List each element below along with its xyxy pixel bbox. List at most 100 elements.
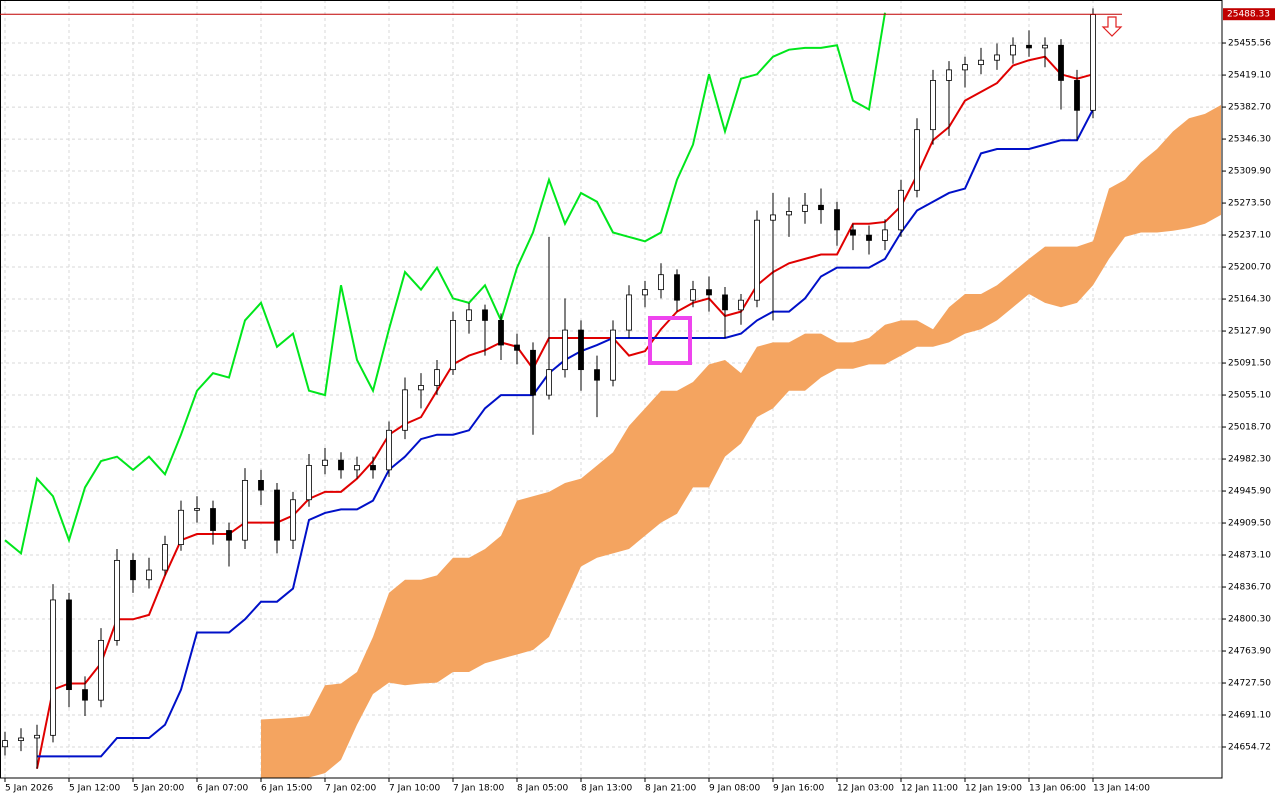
x-tick-label: 7 Jan 02:00: [325, 784, 377, 794]
candle-body: [738, 299, 744, 311]
candle-body: [866, 234, 872, 241]
x-tick-label: 8 Jan 21:00: [645, 784, 697, 794]
candle-body: [722, 294, 728, 311]
x-tick-label: 6 Jan 07:00: [197, 784, 249, 794]
x-tick-label: 7 Jan 10:00: [389, 784, 441, 794]
candle-body: [946, 69, 952, 81]
candle-body: [354, 465, 360, 471]
candle-body: [514, 344, 520, 351]
y-tick-label: 25164.30: [1228, 295, 1271, 305]
y-tick-label: 24982.30: [1228, 455, 1271, 465]
y-tick-label: 25200.70: [1228, 263, 1271, 273]
y-tick-label: 24945.90: [1228, 487, 1271, 497]
candle-body: [850, 229, 856, 236]
x-tick-label: 6 Jan 15:00: [261, 784, 313, 794]
x-tick-label: 7 Jan 18:00: [453, 784, 505, 794]
y-tick-label: 25273.50: [1228, 199, 1271, 209]
candle-body: [754, 219, 760, 301]
y-tick-label: 24909.50: [1228, 519, 1271, 529]
candle-body: [786, 211, 792, 216]
candle-body: [2, 740, 8, 748]
candle-body: [962, 64, 968, 71]
candle-body: [370, 465, 376, 471]
candle-body: [82, 689, 88, 701]
sell-arrow: [1101, 16, 1123, 37]
y-tick-label: 24873.10: [1228, 551, 1271, 561]
candle-body: [1010, 44, 1016, 56]
candle-body: [530, 349, 536, 396]
y-tick-label: 24654.72: [1228, 742, 1271, 752]
highlight-box: [648, 316, 692, 365]
candle-body: [194, 508, 200, 511]
candle-body: [210, 508, 216, 531]
y-tick-label: 25127.90: [1228, 327, 1271, 337]
candle-body: [434, 369, 440, 386]
candle-body: [1026, 44, 1032, 49]
axes: 25455.56 25419.10 25382.70 25346.30 25309.90…: [0, 8, 1275, 794]
candle-body: [34, 734, 40, 739]
current-price-label: 25488.33: [1227, 10, 1270, 20]
candle-body: [98, 639, 104, 701]
x-tick-label: 9 Jan 16:00: [773, 784, 825, 794]
candle-body: [770, 214, 776, 221]
candle-body: [834, 209, 840, 231]
candle-body: [802, 204, 808, 212]
candle-body: [306, 465, 312, 501]
candle-body: [178, 509, 184, 545]
candle-body: [50, 599, 56, 736]
candle-body: [162, 544, 168, 571]
y-tick-label: 24691.10: [1228, 711, 1271, 721]
candle-body: [450, 320, 456, 371]
candle-body: [978, 59, 984, 66]
candle-layer: [2, 8, 1096, 769]
x-tick-label: 8 Jan 05:00: [517, 784, 569, 794]
y-tick-label: 25018.70: [1228, 423, 1271, 433]
y-tick-label: 25091.50: [1228, 359, 1271, 369]
candle-body: [418, 385, 424, 391]
candle-body: [594, 369, 600, 381]
y-tick-label: 25055.10: [1228, 391, 1271, 401]
candle-body: [914, 129, 920, 191]
candle-body: [658, 274, 664, 291]
x-tick-label: 13 Jan 06:00: [1029, 784, 1086, 794]
y-tick-label: 24836.70: [1228, 583, 1271, 593]
candle-body: [482, 309, 488, 321]
candle-body: [386, 429, 392, 471]
y-tick-label: 25455.56: [1228, 39, 1271, 49]
candle-body: [898, 189, 904, 231]
y-tick-label: 25309.90: [1228, 167, 1271, 177]
y-tick-label: 24727.50: [1228, 679, 1271, 689]
indicator-line: [4, 12, 886, 556]
candle-body: [562, 329, 568, 371]
candle-body: [258, 479, 264, 491]
candle-body: [610, 329, 616, 381]
candle-body: [498, 320, 504, 346]
candle-body: [66, 599, 72, 691]
candle-body: [626, 294, 632, 331]
candle-body: [290, 499, 296, 541]
x-tick-label: 5 Jan 2026: [5, 784, 53, 794]
candle-body: [1042, 44, 1048, 49]
candle-body: [146, 569, 152, 581]
current-price-box: [1223, 8, 1275, 21]
candle-body: [226, 530, 232, 541]
x-tick-label: 8 Jan 13:00: [581, 784, 633, 794]
candle-body: [338, 459, 344, 471]
x-tick-label: 13 Jan 14:00: [1093, 784, 1150, 794]
x-tick-label: 12 Jan 03:00: [837, 784, 894, 794]
x-tick-label: 12 Jan 11:00: [901, 784, 958, 794]
y-tick-label: 24800.30: [1228, 615, 1271, 625]
y-tick-label: 25419.10: [1228, 71, 1271, 81]
candle-body: [674, 274, 680, 301]
candle-body: [1058, 44, 1064, 81]
x-tick-label: 12 Jan 19:00: [965, 784, 1022, 794]
y-tick-label: 24763.90: [1228, 647, 1271, 657]
candle-body: [1090, 14, 1096, 111]
candle-body: [706, 289, 712, 296]
candle-body: [322, 459, 328, 466]
candle-body: [466, 309, 472, 321]
candle-body: [114, 559, 120, 641]
candle-body: [930, 80, 936, 131]
plot-frame: [0, 0, 1223, 779]
candle-body: [1074, 80, 1080, 111]
